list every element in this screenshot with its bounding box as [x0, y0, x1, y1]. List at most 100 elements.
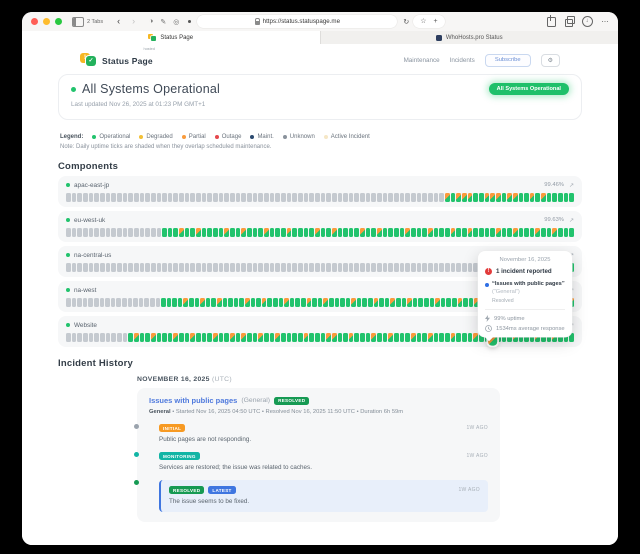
- uptime-tick[interactable]: [535, 228, 541, 237]
- uptime-tick[interactable]: [356, 298, 362, 307]
- uptime-tick[interactable]: [373, 298, 379, 307]
- uptime-tick[interactable]: [261, 298, 267, 307]
- uptime-tick[interactable]: [190, 228, 196, 237]
- uptime-tick[interactable]: [467, 263, 473, 272]
- uptime-tick[interactable]: [457, 298, 463, 307]
- uptime-tick[interactable]: [320, 228, 326, 237]
- uptime-tick[interactable]: [546, 228, 552, 237]
- uptime-tick[interactable]: [558, 228, 563, 237]
- uptime-tick[interactable]: [478, 193, 484, 202]
- uptime-tick[interactable]: [524, 333, 529, 342]
- uptime-tick[interactable]: [66, 263, 71, 272]
- uptime-tick[interactable]: [360, 263, 365, 272]
- uptime-tick[interactable]: [88, 228, 94, 237]
- uptime-tick[interactable]: [111, 228, 116, 237]
- uptime-tick[interactable]: [235, 333, 241, 342]
- uptime-tick[interactable]: [529, 193, 535, 202]
- uptime-tick[interactable]: [258, 193, 263, 202]
- uptime-tick[interactable]: [258, 228, 263, 237]
- uptime-tick[interactable]: [456, 193, 461, 202]
- uptime-tick[interactable]: [247, 333, 252, 342]
- uptime-tick[interactable]: [233, 298, 239, 307]
- uptime-tick[interactable]: [99, 228, 105, 237]
- reload-button[interactable]: ↻: [403, 18, 410, 26]
- uptime-tick[interactable]: [422, 333, 427, 342]
- uptime-tick[interactable]: [99, 193, 105, 202]
- uptime-tick[interactable]: [230, 193, 235, 202]
- uptime-tick[interactable]: [128, 228, 133, 237]
- uptime-tick[interactable]: [213, 193, 218, 202]
- bookmark-star-button[interactable]: ☆: [420, 18, 427, 25]
- uptime-tick[interactable]: [145, 193, 150, 202]
- uptime-tick[interactable]: [162, 263, 167, 272]
- uptime-tick[interactable]: [297, 228, 303, 237]
- uptime-tick[interactable]: [411, 228, 416, 237]
- uptime-tick[interactable]: [269, 193, 275, 202]
- uptime-tick[interactable]: [263, 263, 269, 272]
- uptime-tick[interactable]: [473, 228, 478, 237]
- uptime-tick[interactable]: [121, 298, 127, 307]
- uptime-tick[interactable]: [179, 193, 184, 202]
- uptime-tick[interactable]: [399, 263, 405, 272]
- uptime-tick[interactable]: [145, 263, 150, 272]
- uptime-tick[interactable]: [263, 333, 269, 342]
- uptime-tick[interactable]: [433, 333, 439, 342]
- uptime-tick[interactable]: [161, 298, 166, 307]
- uptime-tick[interactable]: [360, 193, 365, 202]
- uptime-tick[interactable]: [196, 333, 201, 342]
- uptime-tick[interactable]: [105, 333, 111, 342]
- uptime-tick[interactable]: [235, 263, 241, 272]
- uptime-tick[interactable]: [269, 263, 275, 272]
- uptime-tick[interactable]: [450, 263, 456, 272]
- uptime-tick[interactable]: [162, 333, 167, 342]
- uptime-tick[interactable]: [196, 193, 201, 202]
- uptime-tick[interactable]: [128, 263, 133, 272]
- uptime-tick[interactable]: [450, 193, 456, 202]
- uptime-tick[interactable]: [289, 298, 295, 307]
- uptime-tick[interactable]: [105, 298, 110, 307]
- uptime-tick[interactable]: [362, 298, 368, 307]
- uptime-tick[interactable]: [105, 193, 111, 202]
- uptime-tick[interactable]: [292, 263, 297, 272]
- uptime-tick[interactable]: [368, 298, 373, 307]
- uptime-tick[interactable]: [71, 333, 77, 342]
- uptime-tick[interactable]: [563, 193, 569, 202]
- uptime-tick[interactable]: [167, 228, 173, 237]
- uptime-tick[interactable]: [495, 333, 501, 342]
- uptime-tick[interactable]: [189, 298, 194, 307]
- uptime-tick[interactable]: [435, 298, 440, 307]
- uptime-tick[interactable]: [546, 333, 552, 342]
- uptime-tick[interactable]: [490, 193, 495, 202]
- uptime-tick[interactable]: [133, 333, 139, 342]
- uptime-tick[interactable]: [275, 193, 280, 202]
- uptime-tick[interactable]: [444, 263, 450, 272]
- uptime-tick[interactable]: [230, 333, 235, 342]
- uptime-tick[interactable]: [501, 333, 507, 342]
- uptime-tick[interactable]: [450, 228, 456, 237]
- uptime-tick[interactable]: [433, 263, 439, 272]
- uptime-tick[interactable]: [173, 263, 179, 272]
- uptime-tick[interactable]: [162, 228, 167, 237]
- uptime-tick[interactable]: [218, 263, 224, 272]
- address-bar[interactable]: https://status.statuspage.me: [197, 15, 398, 28]
- uptime-tick[interactable]: [194, 298, 200, 307]
- uptime-tick-bar[interactable]: [66, 193, 575, 202]
- uptime-tick[interactable]: [292, 193, 297, 202]
- uptime-tick[interactable]: [196, 263, 201, 272]
- uptime-tick[interactable]: [354, 263, 360, 272]
- sidebar-icon[interactable]: [72, 16, 84, 27]
- uptime-tick[interactable]: [179, 333, 184, 342]
- uptime-tick[interactable]: [247, 193, 252, 202]
- uptime-tick[interactable]: [172, 298, 177, 307]
- forward-button[interactable]: ›: [132, 16, 136, 26]
- uptime-tick[interactable]: [256, 298, 261, 307]
- uptime-tick[interactable]: [286, 228, 292, 237]
- uptime-tick[interactable]: [280, 263, 286, 272]
- uptime-tick[interactable]: [156, 263, 162, 272]
- uptime-tick[interactable]: [541, 193, 546, 202]
- close-window-button[interactable]: [31, 18, 38, 25]
- zoom-window-button[interactable]: [55, 18, 62, 25]
- uptime-tick[interactable]: [512, 333, 518, 342]
- uptime-tick[interactable]: [133, 228, 139, 237]
- subscribe-button[interactable]: Subscribe: [484, 53, 531, 67]
